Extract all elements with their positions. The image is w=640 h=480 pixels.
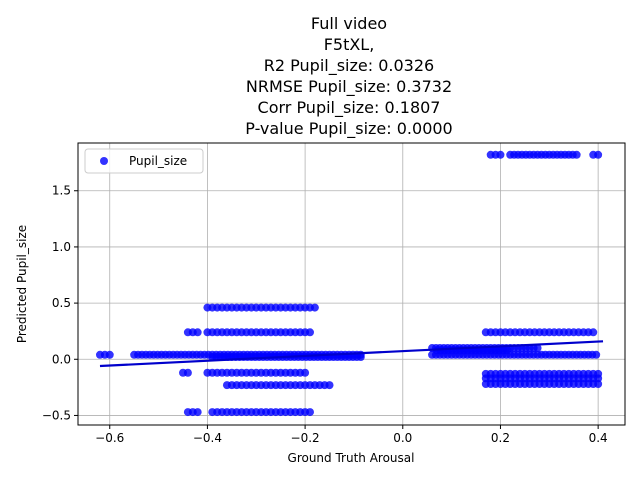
data-point xyxy=(305,328,314,337)
data-point xyxy=(193,328,202,337)
regression-line-group xyxy=(99,340,604,368)
data-point xyxy=(193,408,202,417)
x-tick-label: −0.2 xyxy=(291,431,320,445)
data-point xyxy=(503,346,512,355)
y-axis-label: Predicted Pupil_size xyxy=(15,225,29,343)
title-line: R2 Pupil_size: 0.0326 xyxy=(264,56,434,76)
legend-label: Pupil_size xyxy=(129,154,187,168)
data-point xyxy=(183,368,192,377)
x-tick-label: 0.2 xyxy=(491,431,510,445)
data-point xyxy=(594,379,603,388)
data-point xyxy=(305,408,314,417)
x-axis-label: Ground Truth Arousal xyxy=(288,451,415,465)
data-point xyxy=(105,350,114,359)
title-line: F5tXL, xyxy=(324,35,375,54)
data-point xyxy=(496,150,505,159)
data-point xyxy=(589,328,598,337)
data-point xyxy=(594,374,603,383)
data-point xyxy=(325,381,334,390)
data-point xyxy=(356,353,365,362)
y-tick-label: 1.5 xyxy=(52,184,71,198)
data-point xyxy=(310,303,319,312)
title-line: P-value Pupil_size: 0.0000 xyxy=(245,119,452,139)
title-line: Full video xyxy=(311,14,387,33)
data-point xyxy=(533,344,542,353)
x-tick-label: −0.6 xyxy=(95,431,124,445)
y-tick-label: −0.5 xyxy=(42,408,71,422)
x-tick-label: 0.0 xyxy=(393,431,412,445)
title-line: NRMSE Pupil_size: 0.3732 xyxy=(246,77,452,97)
grid xyxy=(78,143,625,425)
y-tick-label: 0.0 xyxy=(52,352,71,366)
plot-frame xyxy=(77,142,626,426)
title-line: Corr Pupil_size: 0.1807 xyxy=(258,98,441,118)
y-tick-label: 0.5 xyxy=(52,296,71,310)
x-tick-label: −0.4 xyxy=(193,431,222,445)
legend-marker xyxy=(100,157,108,165)
data-point xyxy=(301,368,310,377)
data-point xyxy=(572,150,581,159)
data-point xyxy=(594,150,603,159)
y-tick-label: 1.0 xyxy=(52,240,71,254)
x-tick-label: 0.4 xyxy=(589,431,608,445)
y-axis-ticks: −0.5 0.0 0.5 1.0 1.5 xyxy=(42,184,78,422)
chart-title: Full video F5tXL, R2 Pupil_size: 0.0326 … xyxy=(245,14,452,139)
regression-line xyxy=(99,340,604,368)
x-axis-ticks: −0.6 −0.4 −0.2 0.0 0.2 0.4 xyxy=(95,425,608,445)
legend-box xyxy=(84,148,204,174)
data-point xyxy=(592,350,601,359)
legend: Pupil_size xyxy=(84,148,204,174)
